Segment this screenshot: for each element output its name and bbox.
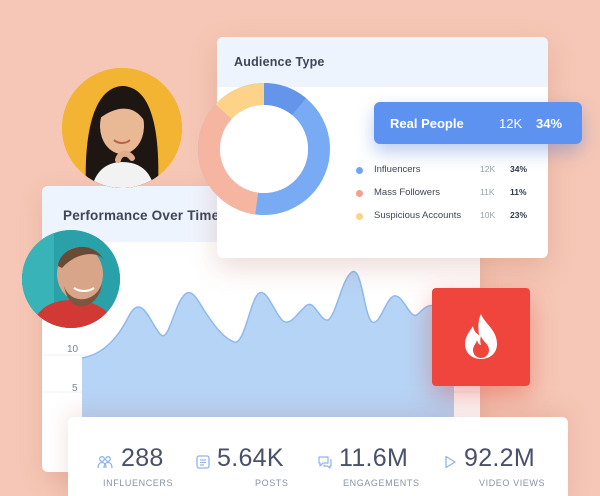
legend-count: 11K — [480, 187, 495, 197]
legend-label: Mass Followers — [374, 187, 440, 198]
performance-line — [81, 271, 455, 359]
play-icon — [445, 455, 456, 469]
audience-donut-chart — [198, 83, 330, 215]
audience-card-header — [217, 37, 548, 87]
stat-engagements: 11.6M ENGAGEMENTS — [318, 417, 443, 496]
legend-label: Influencers — [374, 164, 421, 175]
legend-row-influencers: Influencers 12K 34% — [356, 164, 536, 178]
legend-count: 12K — [480, 164, 496, 174]
fire-icon — [465, 314, 497, 359]
avatar-woman — [62, 68, 182, 188]
legend-row-suspicious-accounts: Suspicious Accounts 10K 23% — [356, 210, 536, 224]
document-icon — [196, 455, 210, 469]
legend-label: Suspicious Accounts — [374, 210, 462, 221]
stat-video-views: 92.2M VIDEO VIEWS — [443, 417, 568, 496]
stat-value: 11.6M — [339, 444, 409, 472]
stat-label: INFLUENCERS — [103, 478, 174, 488]
fire-badge[interactable] — [432, 288, 530, 386]
real-people-percent: 34% — [536, 116, 563, 131]
stat-label: VIDEO VIEWS — [479, 478, 546, 488]
people-icon — [97, 456, 113, 469]
chat-icon — [318, 456, 332, 469]
stat-value: 5.64K — [217, 444, 284, 472]
stat-value: 288 — [121, 444, 164, 472]
stat-posts: 5.64K POSTS — [193, 417, 318, 496]
stat-value: 92.2M — [464, 444, 535, 472]
stat-influencers: 288 INFLUENCERS — [68, 417, 193, 496]
stats-bar: 288 INFLUENCERS 5.64K POSTS 11.6M ENGAGE… — [68, 417, 568, 496]
real-people-label: Real People — [390, 116, 464, 131]
legend-percent: 11% — [510, 187, 527, 197]
legend-row-mass-followers: Mass Followers 11K 11% — [356, 187, 536, 201]
real-people-count: 12K — [499, 116, 523, 131]
legend-count: 10K — [480, 210, 496, 220]
avatar-man — [22, 230, 120, 328]
audience-title: Audience Type — [234, 55, 325, 69]
stat-label: POSTS — [255, 478, 289, 488]
stat-label: ENGAGEMENTS — [343, 478, 420, 488]
legend-dot — [356, 213, 363, 220]
y-tick-5: 5 — [72, 383, 78, 394]
legend-dot — [356, 167, 363, 174]
real-people-highlight[interactable]: Real People 12K 34% — [374, 102, 582, 144]
legend-dot — [356, 190, 363, 197]
y-tick-10: 10 — [67, 344, 79, 355]
legend-percent: 34% — [510, 164, 528, 174]
performance-area — [82, 271, 454, 418]
legend-percent: 23% — [510, 210, 528, 220]
performance-title: Performance Over Time — [63, 208, 220, 223]
